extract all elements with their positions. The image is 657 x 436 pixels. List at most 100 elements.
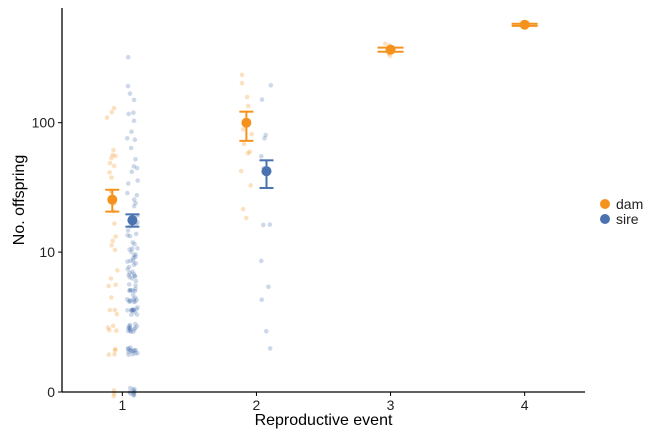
raw-point-sire bbox=[134, 324, 140, 329]
raw-point-sire bbox=[125, 259, 130, 264]
raw-point-dam bbox=[113, 346, 118, 352]
raw-point-sire bbox=[127, 347, 132, 353]
raw-point-dam bbox=[114, 328, 119, 333]
legend-swatch-dam bbox=[600, 199, 610, 209]
raw-point-sire bbox=[131, 164, 137, 169]
raw-point-sire bbox=[125, 267, 130, 272]
raw-point-sire bbox=[130, 288, 135, 293]
raw-point-sire bbox=[125, 233, 130, 238]
raw-point-dam bbox=[107, 170, 112, 175]
raw-point-sire bbox=[133, 283, 138, 288]
raw-point-dam bbox=[107, 160, 113, 166]
raw-point-sire bbox=[127, 325, 132, 331]
raw-point-sire bbox=[127, 274, 132, 280]
raw-point-sire bbox=[126, 111, 131, 117]
mean-point-sire bbox=[259, 159, 274, 189]
raw-point-sire bbox=[268, 83, 274, 88]
y-tick-label: 100 bbox=[32, 115, 56, 131]
mean-marker-dam bbox=[107, 194, 118, 205]
raw-point-dam bbox=[111, 163, 117, 169]
raw-point-sire bbox=[133, 261, 138, 266]
raw-point-sire bbox=[129, 307, 135, 313]
raw-point-sire bbox=[125, 308, 130, 313]
raw-point-sire bbox=[129, 249, 134, 255]
raw-point-sire bbox=[128, 145, 134, 151]
raw-point-sire bbox=[259, 154, 264, 159]
x-tick-label: 2 bbox=[253, 397, 261, 413]
raw-point-dam bbox=[245, 103, 251, 109]
raw-point-sire bbox=[264, 328, 269, 334]
raw-point-sire bbox=[262, 136, 267, 141]
raw-point-sire bbox=[129, 169, 135, 174]
raw-point-sire bbox=[126, 299, 132, 304]
raw-point-sire bbox=[128, 385, 133, 391]
y-tick-label: 10 bbox=[39, 244, 55, 260]
legend-label-sire: sire bbox=[616, 211, 639, 227]
raw-point-sire bbox=[130, 387, 136, 393]
raw-point-sire bbox=[127, 287, 133, 293]
raw-point-dam bbox=[111, 105, 117, 111]
raw-point-sire bbox=[134, 312, 140, 317]
raw-point-dam bbox=[110, 152, 115, 158]
raw-point-sire bbox=[127, 233, 133, 239]
raw-point-dam bbox=[244, 215, 249, 221]
raw-point-sire bbox=[131, 255, 136, 261]
raw-point-sire bbox=[130, 307, 136, 313]
raw-point-sire bbox=[129, 349, 135, 354]
summary-layer bbox=[105, 19, 538, 228]
raw-point-sire bbox=[131, 308, 136, 313]
raw-point-dam bbox=[249, 131, 254, 137]
raw-point-dam bbox=[241, 141, 247, 147]
raw-point-sire bbox=[133, 350, 138, 356]
raw-point-sire bbox=[259, 97, 265, 102]
raw-point-sire bbox=[261, 222, 266, 228]
raw-point-sire bbox=[129, 308, 134, 313]
raw-point-dam bbox=[239, 72, 245, 78]
raw-point-sire bbox=[126, 346, 131, 351]
raw-point-sire bbox=[126, 325, 131, 331]
raw-point-dam bbox=[106, 283, 111, 289]
raw-point-sire bbox=[133, 278, 139, 284]
y-axis-label: No. offspring bbox=[11, 155, 28, 245]
raw-point-sire bbox=[127, 322, 133, 328]
raw-point-sire bbox=[132, 327, 137, 332]
raw-point-sire bbox=[131, 253, 137, 258]
raw-point-sire bbox=[130, 258, 136, 264]
raw-point-sire bbox=[131, 118, 137, 124]
raw-point-dam bbox=[111, 147, 116, 153]
raw-point-dam bbox=[245, 151, 251, 156]
raw-point-sire bbox=[130, 292, 136, 298]
raw-point-dam bbox=[109, 109, 114, 115]
raw-point-sire bbox=[131, 393, 137, 398]
x-tick-label: 4 bbox=[521, 397, 529, 413]
raw-point-sire bbox=[128, 288, 133, 293]
raw-point-sire bbox=[134, 297, 140, 303]
raw-point-sire bbox=[267, 346, 273, 351]
raw-point-sire bbox=[128, 258, 133, 264]
raw-point-sire bbox=[131, 110, 136, 115]
raw-point-sire bbox=[132, 348, 137, 353]
raw-point-sire bbox=[133, 231, 139, 237]
y-ticks: 0 10 100 bbox=[32, 115, 62, 400]
raw-point-sire bbox=[132, 309, 137, 315]
raw-point-sire bbox=[125, 83, 131, 89]
raw-point-sire bbox=[126, 352, 131, 358]
raw-point-sire bbox=[131, 298, 137, 304]
raw-point-dam bbox=[112, 221, 117, 226]
raw-points-layer bbox=[104, 20, 531, 399]
raw-point-sire bbox=[128, 298, 133, 303]
raw-point-sire bbox=[133, 252, 138, 257]
raw-point-sire bbox=[125, 190, 130, 196]
raw-point-sire bbox=[130, 269, 135, 275]
x-ticks: 1 2 3 4 bbox=[118, 392, 529, 413]
raw-point-sire bbox=[131, 329, 136, 335]
raw-point-dam bbox=[109, 243, 114, 248]
raw-point-sire bbox=[126, 181, 131, 186]
raw-point-dam bbox=[387, 53, 393, 59]
raw-point-sire bbox=[127, 288, 132, 294]
raw-point-dam bbox=[248, 183, 253, 188]
raw-point-sire bbox=[126, 264, 132, 270]
